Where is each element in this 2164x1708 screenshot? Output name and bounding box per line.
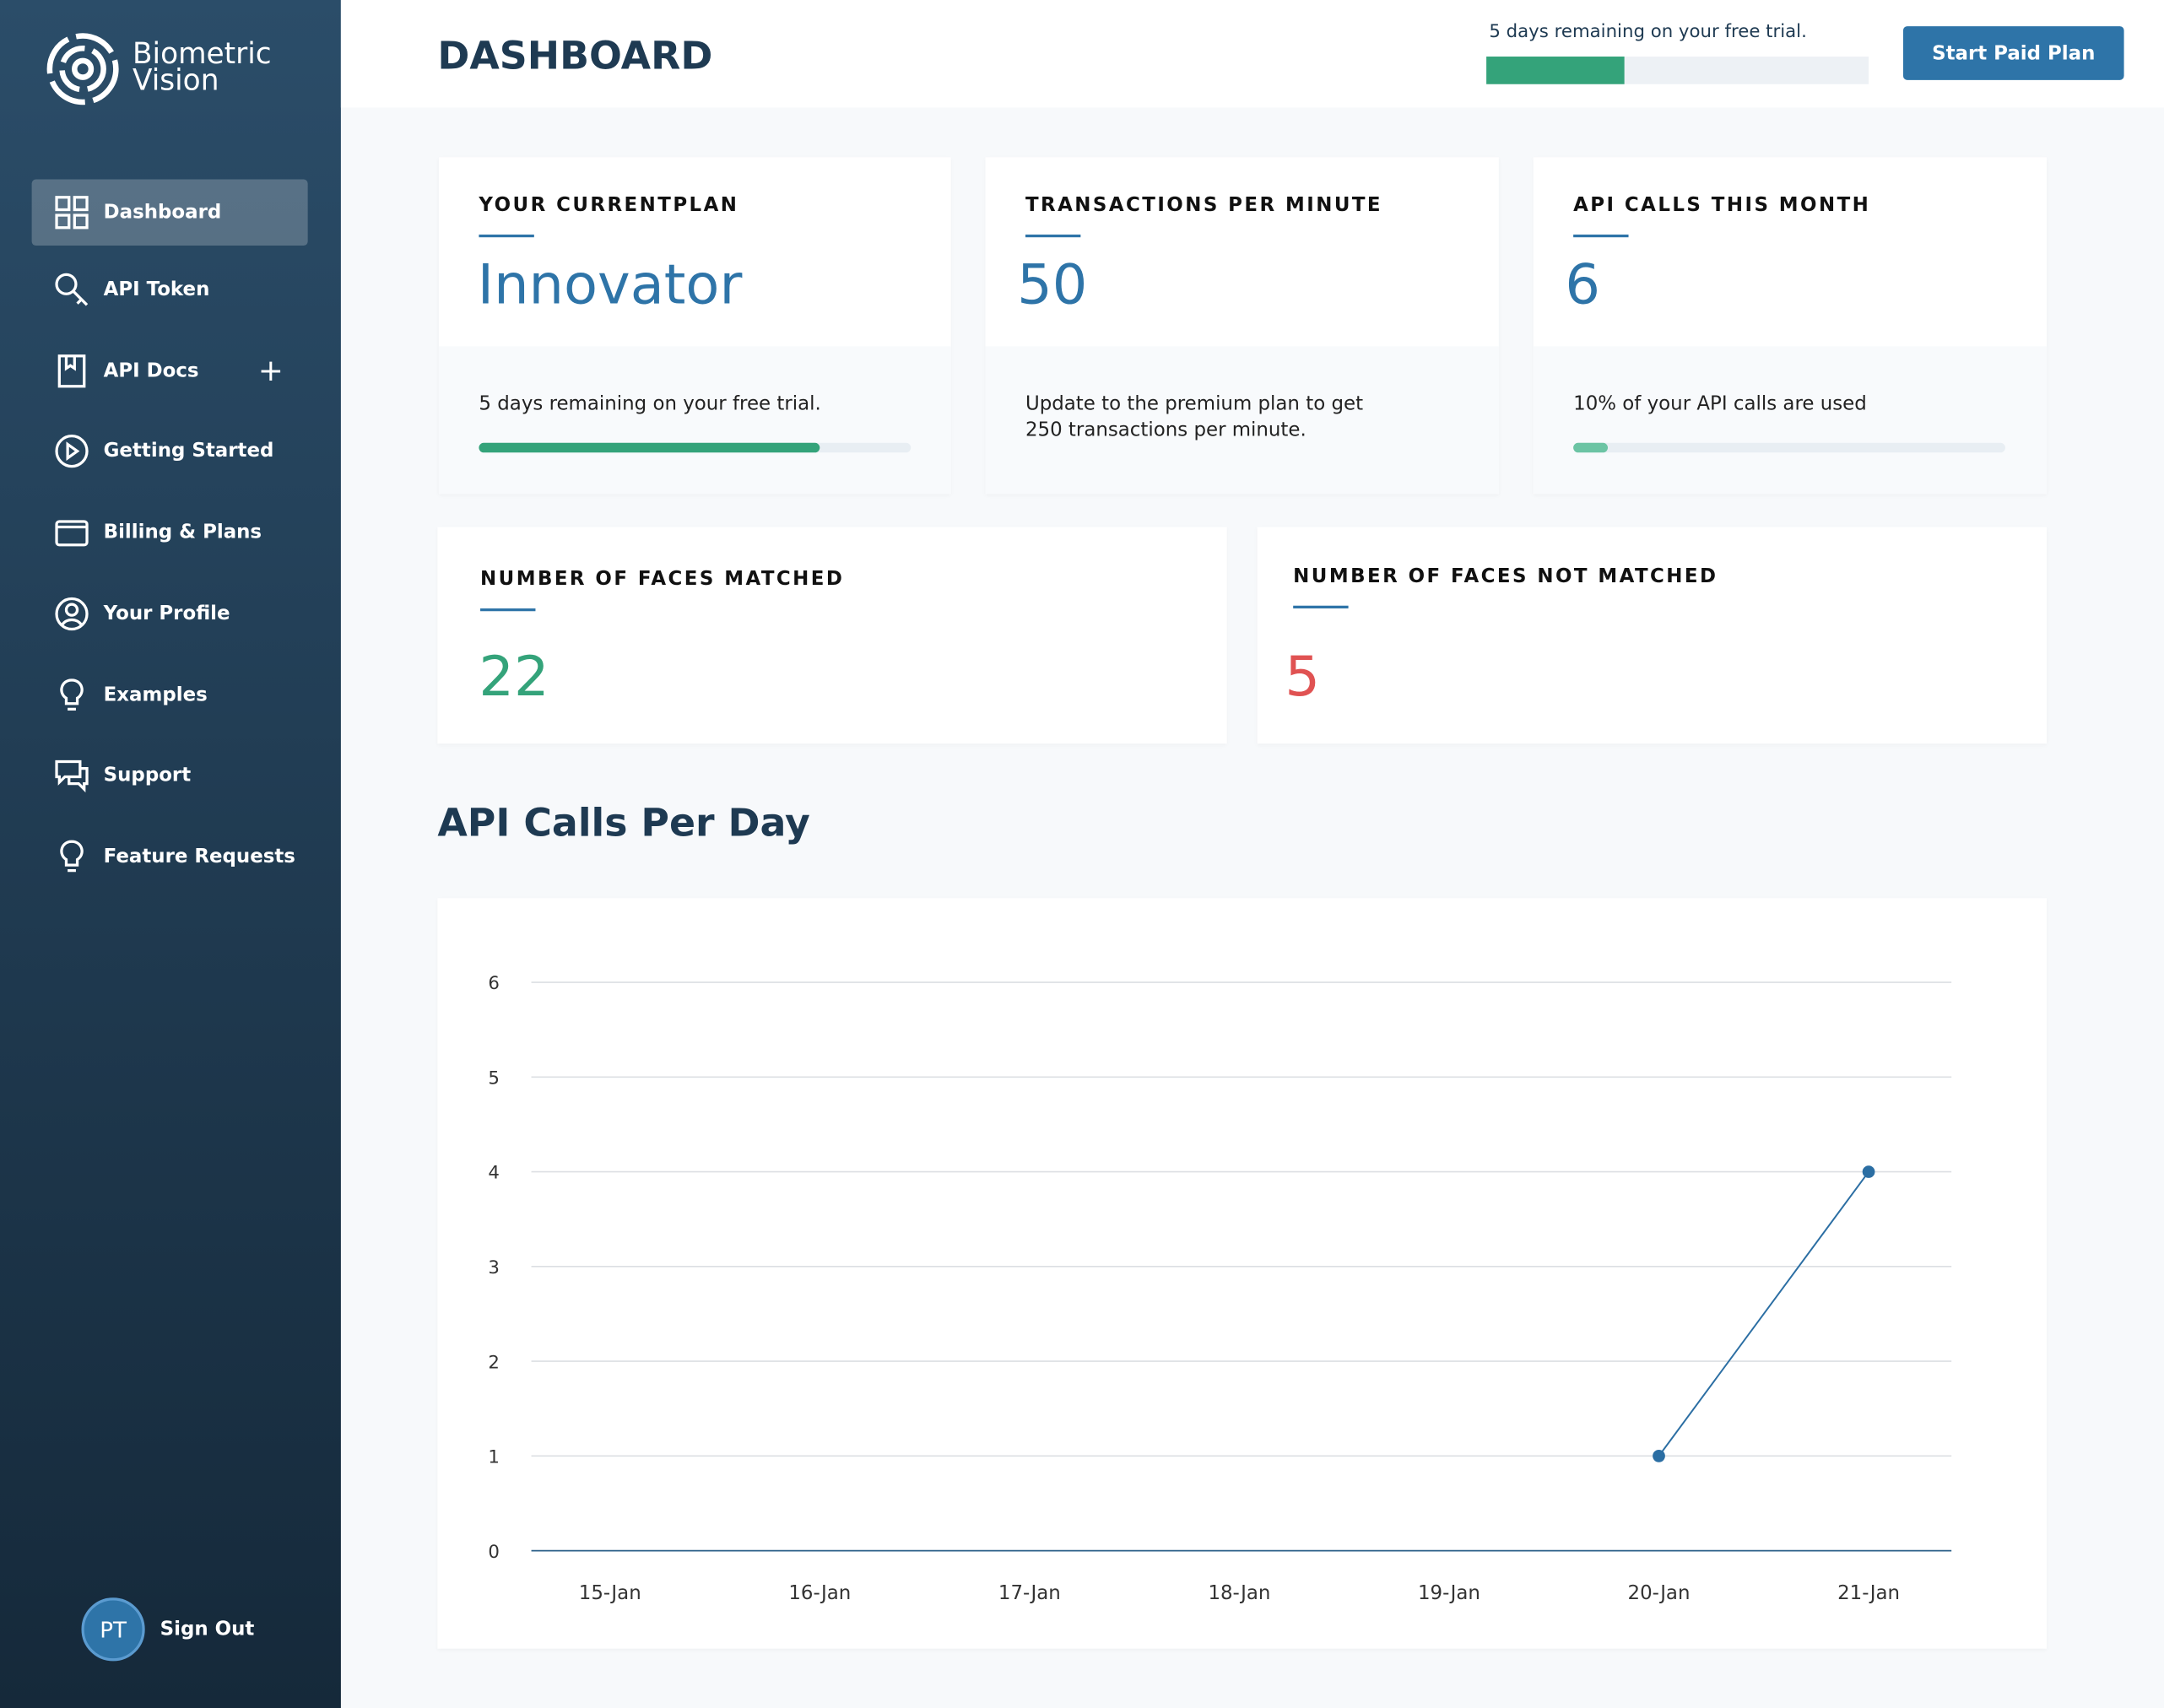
y-tick-label: 4 [488, 1163, 500, 1184]
faces-not-matched-card: NUMBER OF FACES NOT MATCHED 5 [1257, 527, 2048, 744]
nav-label: Examples [103, 684, 208, 707]
progress-fill [1573, 442, 1609, 453]
card-title: API CALLS THIS MONTH [1573, 194, 1871, 217]
card-title: NUMBER OF FACES NOT MATCHED [1293, 565, 1718, 588]
trial-text: 5 days remaining on your free trial. [1489, 22, 1807, 43]
nav-label: Dashboard [103, 201, 222, 224]
y-tick-label: 3 [488, 1257, 500, 1278]
nav-item[interactable]: API Token [32, 257, 308, 322]
start-paid-plan-button[interactable]: Start Paid Plan [1902, 26, 2124, 80]
underline [1293, 605, 1349, 608]
card-note: 5 days remaining on your free trial. [479, 392, 821, 416]
sidebar: Biometric Vision Dashboard API Token API … [0, 0, 341, 1708]
nav-label: API Docs [103, 359, 199, 382]
card-footer [438, 346, 951, 495]
chart-title: API Calls Per Day [437, 800, 810, 846]
logo-icon [46, 33, 119, 105]
x-tick-label: 21-Jan [1837, 1582, 1900, 1604]
x-tick-label: 20-Jan [1628, 1582, 1691, 1604]
card-value: 50 [1017, 253, 1088, 318]
x-tick-label: 17-Jan [998, 1582, 1061, 1604]
point [1653, 1450, 1665, 1462]
nav-item[interactable]: Dashboard [31, 179, 308, 246]
underline [1025, 234, 1081, 238]
card-title: YOUR CURRENTPLAN [479, 194, 739, 217]
y-tick-label: 1 [488, 1447, 500, 1468]
nav-item[interactable]: Getting Started [32, 418, 308, 484]
card-value: 5 [1285, 646, 1320, 710]
underline [1573, 234, 1629, 238]
header: DASHBOARD 5 days remaining on your free … [340, 0, 2164, 108]
chart-card: 0 1 2 3 4 5 6 15-Jan 16-Jan 17-Jan 18-Jan 19-Jan 20-… [437, 898, 2048, 1649]
card-value: 22 [479, 646, 549, 710]
nav-label: Getting Started [103, 440, 274, 462]
card-value: 6 [1565, 253, 1600, 318]
card-title: TRANSACTIONS PER MINUTE [1025, 194, 1383, 217]
y-tick-label: 0 [488, 1542, 500, 1563]
card-value: Innovator [477, 253, 743, 318]
nav-item[interactable]: Support [32, 743, 308, 808]
brand-line: Biometric [132, 37, 272, 71]
x-tick-label: 19-Jan [1418, 1582, 1480, 1604]
nav-label: Billing & Plans [103, 521, 262, 544]
point [1862, 1165, 1875, 1178]
tpm-card: TRANSACTIONS PER MINUTE 50 Update to the… [985, 157, 1499, 495]
api-calls-card: API CALLS THIS MONTH 6 10% of your API c… [1533, 157, 2048, 495]
plan-card: YOUR CURRENTPLAN Innovator 5 days remain… [438, 157, 951, 495]
nav-item[interactable]: API Docs + [32, 338, 308, 404]
nav-label: Feature Requests [103, 846, 295, 868]
trial-progress [1486, 57, 1625, 84]
brand-line: Vision [132, 63, 219, 97]
faces-matched-card: NUMBER OF FACES MATCHED 22 [437, 527, 1227, 744]
nav-item[interactable]: Feature Requests [32, 824, 308, 889]
progress-track [479, 442, 912, 453]
nav-label: Your Profile [103, 603, 230, 625]
nav-item[interactable]: Your Profile [32, 581, 308, 646]
chart: 0 1 2 3 4 5 6 15-Jan 16-Jan 17-Jan 18-Jan 19-Jan 20-… [488, 973, 1952, 1604]
card-note: 10% of your API calls are used [1573, 392, 1867, 416]
y-tick-label: 2 [488, 1352, 500, 1373]
avatar[interactable]: PT [81, 1597, 145, 1662]
x-tick-label: 16-Jan [788, 1582, 851, 1604]
underline [480, 608, 536, 612]
card-footer [1533, 346, 2048, 495]
nav-label: API Token [103, 278, 210, 301]
progress-fill [479, 442, 820, 453]
card-footer [985, 346, 1499, 495]
expand-icon[interactable]: + [257, 354, 284, 389]
progress-track [1573, 442, 2005, 453]
y-tick-label: 5 [488, 1068, 500, 1089]
x-tick-label: 15-Jan [579, 1582, 641, 1604]
sign-out[interactable]: Sign Out [160, 1618, 255, 1640]
brand: Biometric Vision [132, 37, 272, 97]
line [1658, 1170, 1869, 1457]
trial-track [1486, 57, 1869, 84]
underline [479, 234, 534, 238]
y-tick-label: 6 [488, 973, 500, 994]
card-note: Update to the premium plan to get 250 tr… [1025, 392, 1364, 442]
card-title: NUMBER OF FACES MATCHED [480, 568, 845, 591]
nav-item[interactable]: Examples [32, 662, 308, 728]
page-title: DASHBOARD [437, 33, 713, 79]
nav-item[interactable]: Billing & Plans [32, 500, 308, 565]
nav-label: Support [103, 764, 192, 786]
x-tick-label: 18-Jan [1208, 1582, 1270, 1604]
